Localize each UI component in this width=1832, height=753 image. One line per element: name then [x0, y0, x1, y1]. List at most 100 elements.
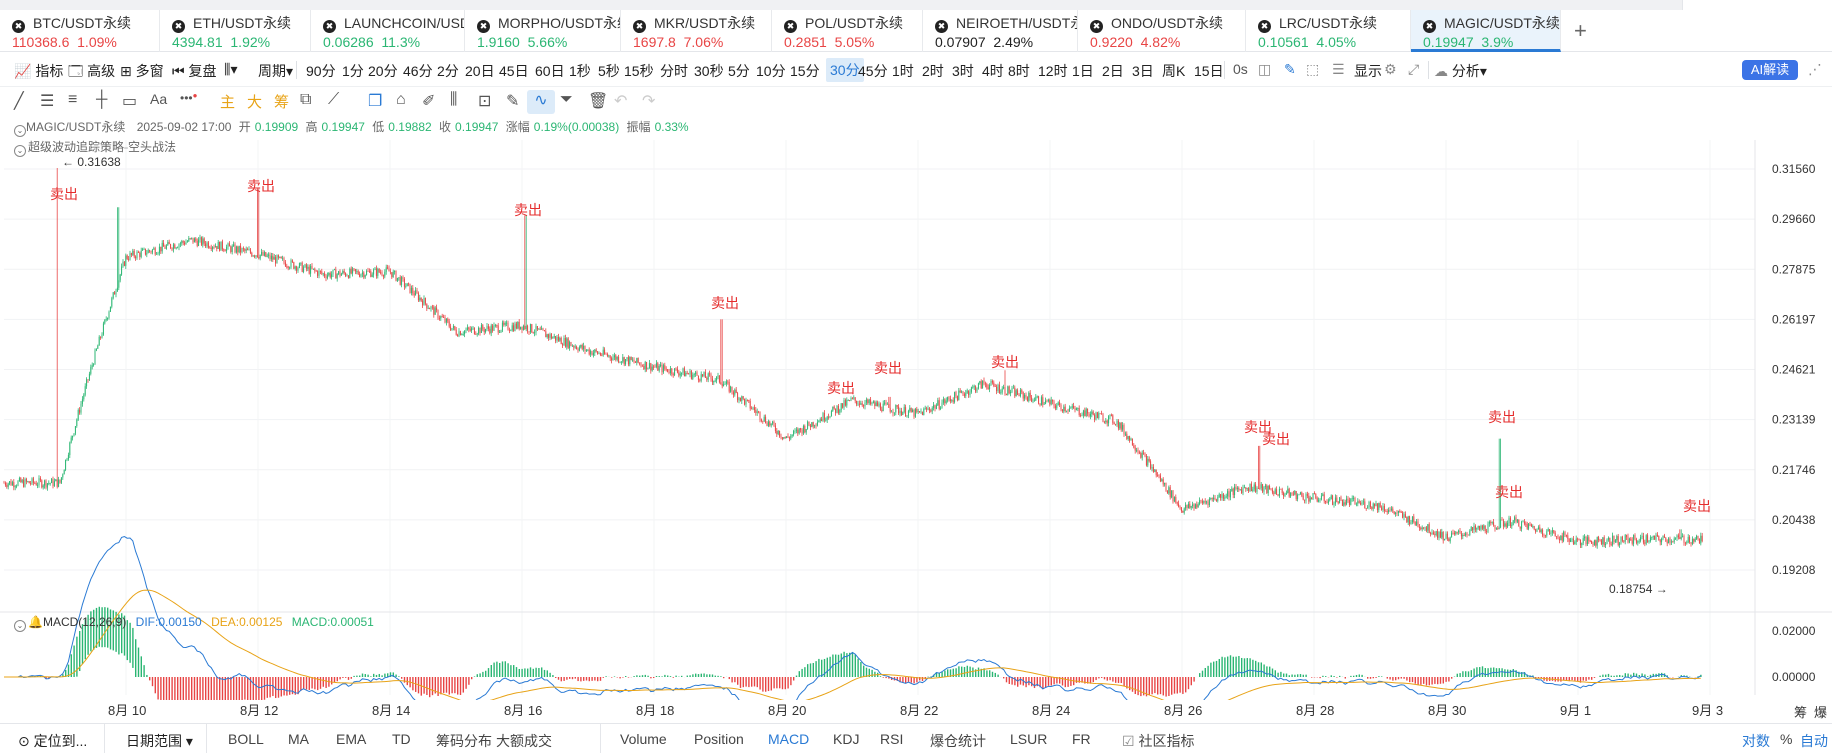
indicator-tab-fr[interactable]: FR: [1072, 731, 1091, 747]
bars-icon[interactable]: ⫼: [450, 91, 457, 109]
locate-button[interactable]: ⊙ 定位到...: [18, 731, 87, 751]
indicator-tab-rsi[interactable]: RSI: [880, 731, 903, 747]
interval-12[interactable]: 30秒: [694, 61, 724, 81]
indicator-tab-lsur[interactable]: LSUR: [1010, 731, 1047, 747]
interval-3[interactable]: 46分: [403, 61, 433, 81]
indicator-tab-td[interactable]: TD: [392, 731, 411, 747]
tag-icon[interactable]: ⌂: [396, 91, 406, 109]
indicator-tab-macd[interactable]: MACD: [768, 731, 809, 747]
collapse-icon[interactable]: ⌄: [14, 620, 26, 632]
interval-21[interactable]: 4时: [982, 61, 1004, 81]
settings-icon[interactable]: ⚙: [1384, 61, 1397, 78]
interval-8[interactable]: 1秒: [569, 61, 591, 81]
horizontal-tool-icon[interactable]: ┼: [96, 91, 107, 109]
lock-icon[interactable]: ⊡: [478, 91, 491, 111]
replay-button[interactable]: ⏮ 复盘: [172, 61, 217, 81]
interval-2[interactable]: 20分: [368, 61, 398, 81]
parallel-tool-icon[interactable]: ☰: [40, 91, 54, 111]
interval-20[interactable]: 3时: [952, 61, 974, 81]
indicator-tab-大额成交[interactable]: 大额成交: [496, 731, 552, 751]
brush-icon[interactable]: ⟋: [328, 91, 339, 109]
eraser-icon[interactable]: ✐: [422, 91, 435, 111]
big-button[interactable]: 大: [247, 91, 262, 112]
interval-7[interactable]: 60日: [535, 61, 565, 81]
indicator-button[interactable]: 📈 指标: [14, 61, 63, 81]
text-tool-icon[interactable]: Aa: [150, 91, 167, 107]
interval-17[interactable]: 45分: [858, 61, 888, 81]
interval-0[interactable]: 90分: [306, 61, 336, 81]
indicator-tab-volume[interactable]: Volume: [620, 731, 667, 747]
interval-10[interactable]: 15秒: [624, 61, 654, 81]
camera-icon[interactable]: ◫: [1258, 61, 1271, 78]
ai-explain-button[interactable]: AI解读: [1742, 60, 1798, 80]
interval-13[interactable]: 5分: [728, 61, 750, 81]
main-button[interactable]: 主: [220, 91, 235, 112]
more-tools-icon[interactable]: •••●: [180, 91, 197, 105]
interval-4[interactable]: 2分: [437, 61, 459, 81]
interval-22[interactable]: 8时: [1008, 61, 1030, 81]
indicator-tab-爆仓统计[interactable]: 爆仓统计: [930, 731, 986, 751]
redo-icon[interactable]: ↷: [642, 91, 655, 111]
interval-9[interactable]: 5秒: [598, 61, 620, 81]
interval-28[interactable]: 15日: [1194, 61, 1224, 81]
indicator-tab-筹码分布[interactable]: 筹码分布: [436, 731, 492, 751]
share-icon[interactable]: ⋰: [1808, 61, 1822, 78]
indicator-tab-position[interactable]: Position: [694, 731, 744, 747]
indicator-tab-社区指标[interactable]: ☑ 社区指标: [1122, 731, 1194, 751]
interval-18[interactable]: 1时: [892, 61, 914, 81]
percent-toggle[interactable]: %: [1780, 731, 1792, 747]
indicator-tab-kdj[interactable]: KDJ: [833, 731, 859, 747]
date-range-dropdown[interactable]: 日期范围 ▾: [126, 731, 193, 751]
interval-23[interactable]: 12时: [1038, 61, 1068, 81]
undo-icon[interactable]: ↶: [614, 91, 627, 111]
interval-6[interactable]: 45日: [499, 61, 529, 81]
interval-15[interactable]: 15分: [790, 61, 820, 81]
rect-tool-icon[interactable]: ▭: [122, 91, 137, 111]
analysis-button[interactable]: ☁ 分析▾: [1434, 61, 1487, 81]
magnet-icon[interactable]: ∿: [527, 90, 555, 114]
copy-icon[interactable]: ❐: [368, 91, 382, 111]
layout-icon[interactable]: ⬚: [1306, 61, 1319, 78]
pen-icon[interactable]: ✎: [1284, 61, 1296, 78]
fullscreen-icon[interactable]: ⤢: [1408, 61, 1419, 78]
log-scale-toggle[interactable]: 对数: [1742, 731, 1770, 751]
indicator-tab-ema[interactable]: EMA: [336, 731, 366, 747]
list-icon[interactable]: ☰: [1332, 61, 1345, 78]
channel-tool-icon[interactable]: ≡: [68, 91, 77, 109]
indicator-tab-boll[interactable]: BOLL: [228, 731, 264, 747]
auto-scale-toggle[interactable]: 自动: [1800, 731, 1828, 751]
multi-window-button[interactable]: ⊞ 多窗: [120, 61, 164, 81]
display-button[interactable]: 显示: [1354, 61, 1382, 81]
interval-11[interactable]: 分时: [660, 61, 688, 81]
interval-27[interactable]: 周K: [1162, 61, 1185, 81]
interval-26[interactable]: 3日: [1132, 61, 1154, 81]
interval-24[interactable]: 1日: [1072, 61, 1094, 81]
interval-25[interactable]: 2日: [1102, 61, 1124, 81]
trash-icon[interactable]: 🗑: [588, 91, 608, 111]
period-dropdown[interactable]: 周期▾: [258, 61, 293, 81]
interval-5[interactable]: 20日: [465, 61, 495, 81]
ruler-icon[interactable]: ⧉: [300, 91, 311, 109]
note-icon[interactable]: ✎: [506, 91, 519, 111]
line-tool-icon[interactable]: ╱: [14, 91, 24, 111]
add-tab-button[interactable]: +: [1574, 18, 1587, 44]
filter-icon[interactable]: ⏷: [560, 91, 573, 109]
chart-type-button[interactable]: ⫼▾: [224, 61, 237, 78]
advanced-button[interactable]: 🗔 高级: [68, 61, 115, 85]
interval-1[interactable]: 1分: [342, 61, 364, 81]
collapse-icon[interactable]: ⌄: [14, 125, 26, 137]
chip-button[interactable]: 筹: [274, 91, 289, 112]
indicator-tab-ma[interactable]: MA: [288, 731, 309, 747]
interval-14[interactable]: 10分: [756, 61, 786, 81]
interval-19[interactable]: 2时: [922, 61, 944, 81]
